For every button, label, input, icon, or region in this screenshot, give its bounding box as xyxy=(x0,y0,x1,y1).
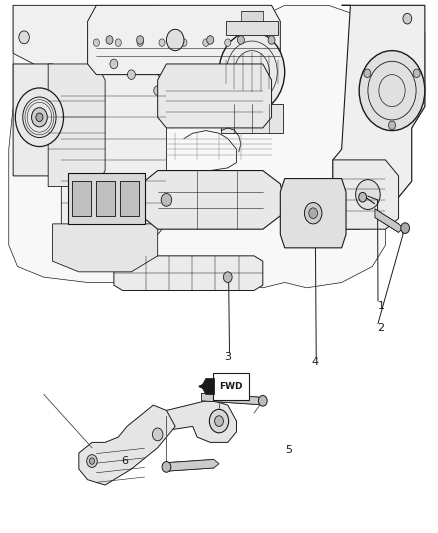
Polygon shape xyxy=(201,378,215,394)
Polygon shape xyxy=(158,64,272,128)
Circle shape xyxy=(209,409,229,433)
Circle shape xyxy=(159,39,165,46)
Circle shape xyxy=(181,39,187,46)
Text: 1: 1 xyxy=(378,302,385,311)
Circle shape xyxy=(137,36,144,44)
Circle shape xyxy=(207,36,214,44)
Circle shape xyxy=(32,108,47,127)
Text: 5: 5 xyxy=(286,446,293,455)
Text: 2: 2 xyxy=(378,323,385,333)
Polygon shape xyxy=(140,400,237,442)
Circle shape xyxy=(152,428,163,441)
Polygon shape xyxy=(333,5,425,229)
Circle shape xyxy=(154,86,162,95)
Circle shape xyxy=(15,88,64,147)
Polygon shape xyxy=(166,459,219,471)
Circle shape xyxy=(180,91,188,101)
Circle shape xyxy=(87,455,97,467)
Circle shape xyxy=(413,69,420,78)
Polygon shape xyxy=(13,64,61,176)
Circle shape xyxy=(172,36,179,44)
Circle shape xyxy=(64,243,72,253)
Circle shape xyxy=(356,180,380,209)
Circle shape xyxy=(304,203,322,224)
Circle shape xyxy=(89,458,95,464)
Circle shape xyxy=(258,395,267,406)
Circle shape xyxy=(309,208,318,219)
Circle shape xyxy=(223,272,232,282)
Polygon shape xyxy=(88,5,280,75)
Polygon shape xyxy=(114,256,263,290)
Circle shape xyxy=(389,121,396,130)
Circle shape xyxy=(401,223,410,233)
Circle shape xyxy=(359,192,367,202)
Polygon shape xyxy=(61,75,166,235)
Text: 3: 3 xyxy=(224,352,231,362)
Bar xyxy=(72,181,91,216)
Circle shape xyxy=(268,36,275,44)
Bar xyxy=(120,181,139,216)
Polygon shape xyxy=(145,171,285,229)
Polygon shape xyxy=(9,5,425,288)
Circle shape xyxy=(162,462,171,472)
Circle shape xyxy=(364,69,371,78)
Bar xyxy=(68,173,145,224)
Polygon shape xyxy=(280,179,346,248)
Circle shape xyxy=(36,113,43,122)
Circle shape xyxy=(203,39,209,46)
FancyBboxPatch shape xyxy=(213,373,249,400)
Polygon shape xyxy=(13,5,96,69)
Bar xyxy=(221,104,283,133)
Polygon shape xyxy=(333,160,399,229)
Circle shape xyxy=(93,39,99,46)
Circle shape xyxy=(225,39,231,46)
Polygon shape xyxy=(53,224,158,272)
Circle shape xyxy=(110,59,118,69)
Bar xyxy=(226,21,278,35)
Circle shape xyxy=(115,39,121,46)
Circle shape xyxy=(219,32,285,112)
Text: 4: 4 xyxy=(312,358,319,367)
Polygon shape xyxy=(375,209,403,232)
Polygon shape xyxy=(48,64,105,187)
Bar xyxy=(96,181,115,216)
Circle shape xyxy=(161,193,172,206)
Circle shape xyxy=(237,36,244,44)
Circle shape xyxy=(215,416,223,426)
Text: FWD: FWD xyxy=(219,382,243,391)
Bar xyxy=(241,11,263,21)
Circle shape xyxy=(127,70,135,79)
Circle shape xyxy=(137,39,143,46)
Polygon shape xyxy=(79,405,175,485)
Circle shape xyxy=(359,51,425,131)
Circle shape xyxy=(166,29,184,51)
Polygon shape xyxy=(201,393,263,405)
Circle shape xyxy=(19,31,29,44)
Text: 6: 6 xyxy=(121,456,128,466)
Circle shape xyxy=(106,36,113,44)
Circle shape xyxy=(403,13,412,24)
